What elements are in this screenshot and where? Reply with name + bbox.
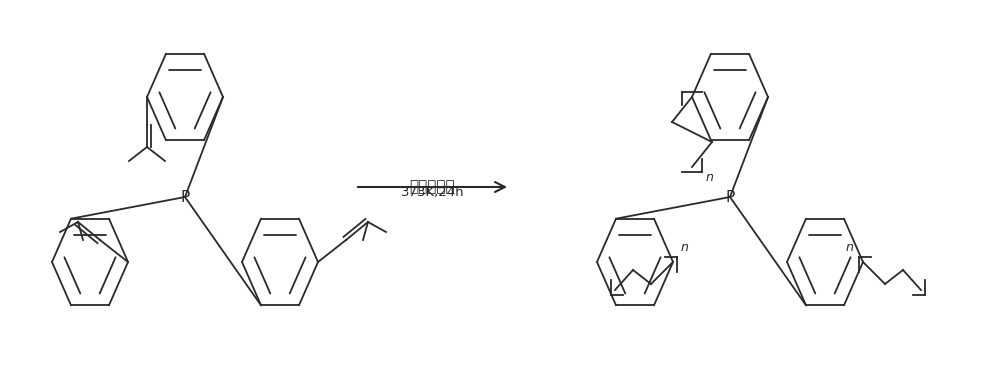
Text: n: n: [706, 171, 714, 184]
Text: n: n: [845, 241, 853, 254]
Text: n: n: [681, 241, 689, 254]
Text: 373K,24h: 373K,24h: [401, 186, 464, 199]
Text: P: P: [725, 189, 735, 205]
Text: P: P: [180, 189, 190, 205]
Text: 溶剂热聚合: 溶剂热聚合: [410, 179, 455, 194]
